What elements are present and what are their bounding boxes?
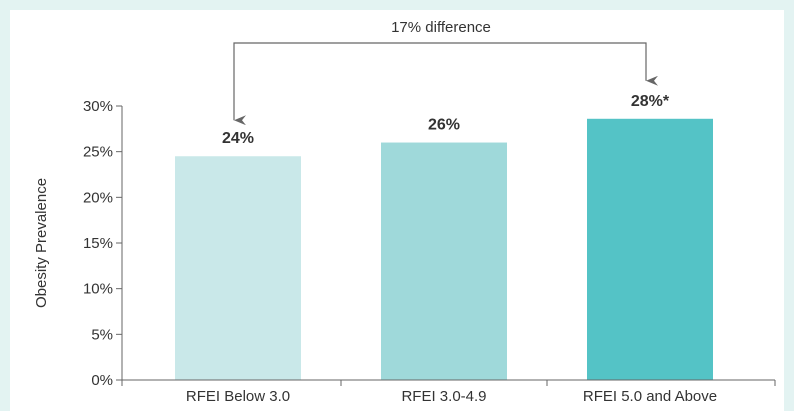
difference-arrow [233,42,440,126]
bar [381,142,507,380]
y-tick-label: 10% [83,281,113,298]
bar-data-label: 28%* [631,93,670,110]
y-tick-label: 0% [91,372,113,389]
difference-label: 17% difference [391,19,491,36]
y-tick-label: 25% [83,144,113,161]
y-tick-label: 15% [83,235,113,252]
x-tick-label: RFEI 3.0-4.9 [401,388,486,405]
bars: 24% 26% 28%* [175,93,713,380]
bar [587,118,713,380]
difference-annotation: 17% difference [233,19,658,126]
difference-arrow-right [440,42,658,86]
bar-data-label: 24% [222,130,254,147]
y-tick-label: 20% [83,189,113,206]
x-tick-label: RFEI 5.0 and Above [583,388,717,405]
x-tick-label: RFEI Below 3.0 [186,388,290,405]
y-tick-label: 5% [91,326,113,343]
y-axis-title: Obesity Prevalence [33,178,50,308]
x-axis: RFEI Below 3.0 RFEI 3.0-4.9 RFEI 5.0 and A… [121,379,776,405]
y-tick-label: 30% [83,98,113,115]
y-axis: 0% 5% 10% 15% 20% 25% 30% [83,98,123,389]
bar [175,156,301,380]
bar-data-label: 26% [428,117,460,134]
